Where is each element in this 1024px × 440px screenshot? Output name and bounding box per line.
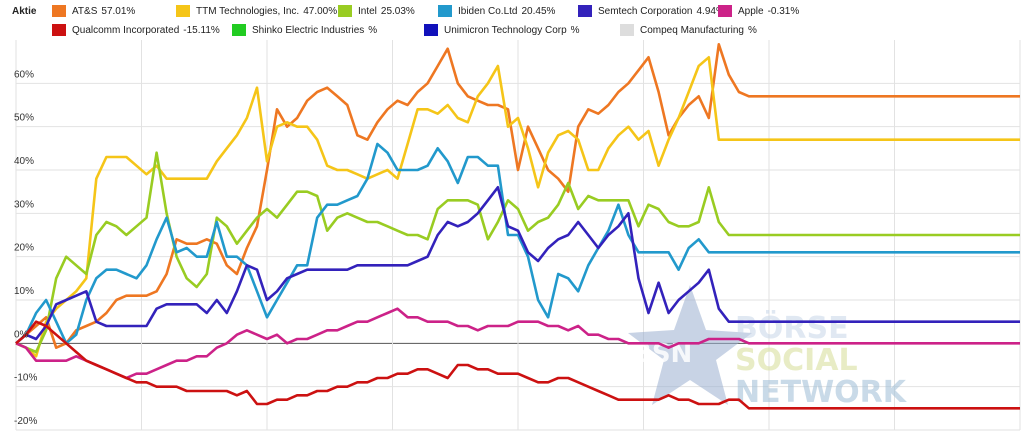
y-tick-label: 10% [14, 286, 34, 297]
series-lines [15, 42, 1020, 410]
y-tick-label: 60% [14, 69, 34, 80]
legend-swatch [52, 5, 66, 17]
legend-item[interactable]: Semtech Corporation 4.94% [578, 4, 725, 18]
legend-series-value: % [570, 24, 580, 36]
watermark-line1: BÖRSE [735, 309, 849, 346]
legend-swatch [232, 24, 246, 36]
legend-item[interactable]: AT&S 57.01% [52, 4, 135, 18]
legend-item[interactable]: TTM Technologies, Inc. 47.00% [176, 4, 337, 18]
legend-series-name: AT&S [72, 5, 98, 17]
watermark: BSN BÖRSE SOCIAL NETWORK [628, 285, 908, 410]
legend-item[interactable]: Shinko Electric Industries% [232, 23, 377, 37]
series-line [15, 151, 1020, 354]
y-tick-label: 0% [14, 329, 29, 340]
y-tick-label: 20% [14, 243, 34, 254]
legend-series-name: Apple [738, 5, 764, 17]
legend-swatch [620, 24, 634, 36]
legend-swatch [578, 5, 592, 17]
legend-swatch [338, 5, 352, 17]
series-line [15, 307, 1020, 380]
legend-series-value: 20.45% [521, 5, 556, 17]
legend-heading: Aktie [12, 6, 37, 17]
legend-series-name: Shinko Electric Industries [252, 24, 365, 36]
legend-series-value: 4.94% [696, 5, 725, 17]
legend-series-value: 57.01% [101, 5, 136, 17]
legend-series-value: 47.00% [303, 5, 338, 17]
y-tick-label: 40% [14, 156, 34, 167]
legend-series-value: 25.03% [380, 5, 415, 17]
legend-item[interactable]: Apple -0.31% [718, 4, 799, 18]
watermark-line2: SOCIAL [735, 343, 858, 378]
legend-swatch [176, 5, 190, 17]
watermark-star-icon [628, 285, 752, 405]
y-axis-ticks: -20% -10% 0% 10% 20% 30% 40% 50% 60% [14, 69, 37, 427]
chart-legend: Aktie AT&S 57.01% TTM Technologies, Inc. 47… [0, 0, 1024, 40]
legend-series-value: -15.11% [183, 24, 220, 36]
legend-item[interactable]: Unimicron Technology Corp% [424, 23, 580, 37]
y-tick-label: 50% [14, 113, 34, 124]
legend-series-name: Compeq Manufacturing [640, 24, 744, 36]
legend-item[interactable]: Intel 25.03% [338, 4, 415, 18]
legend-series-name: Qualcomm Incorporated [72, 24, 180, 36]
legend-series-name: Ibiden Co.Ltd [458, 5, 518, 17]
series-line [15, 55, 1020, 358]
legend-series-value: % [747, 24, 757, 36]
legend-series-name: Unimicron Technology Corp [444, 24, 567, 36]
legend-series-value: -0.31% [767, 5, 800, 17]
legend-series-name: TTM Technologies, Inc. [196, 5, 300, 17]
series-line [15, 186, 1020, 345]
legend-swatch [438, 5, 452, 17]
series-line [15, 320, 1020, 410]
legend-series-value: % [368, 24, 378, 36]
watermark-line3: NETWORK [735, 375, 908, 410]
series-line [15, 142, 1020, 345]
y-tick-label: -20% [14, 416, 37, 427]
y-tick-label: 30% [14, 199, 34, 210]
series-line [15, 42, 1020, 350]
legend-series-name: Semtech Corporation [598, 5, 693, 17]
y-tick-label: -10% [14, 373, 37, 384]
legend-item[interactable]: Ibiden Co.Ltd 20.45% [438, 4, 555, 18]
legend-swatch [52, 24, 66, 36]
legend-item[interactable]: Qualcomm Incorporated -15.11% [52, 23, 220, 37]
legend-swatch [424, 24, 438, 36]
legend-swatch [718, 5, 732, 17]
legend-item[interactable]: Compeq Manufacturing% [620, 23, 757, 37]
legend-series-name: Intel [358, 5, 377, 17]
